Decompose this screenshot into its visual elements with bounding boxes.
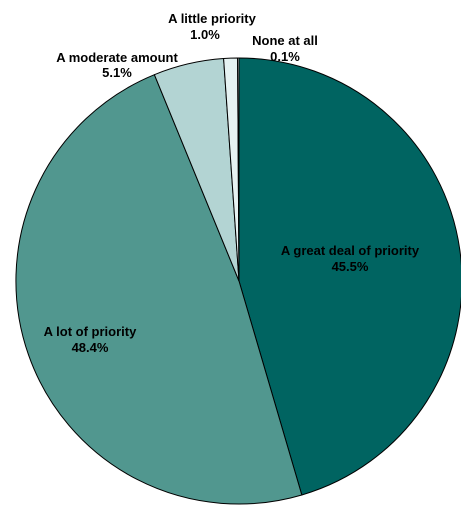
slice-value-great-deal: 45.5%	[332, 259, 369, 274]
slice-value-moderate: 5.1%	[102, 65, 132, 80]
slice-value-a-lot: 48.4%	[72, 340, 109, 355]
pie-slice-none	[237, 57, 240, 282]
slice-label-great-deal: A great deal of priority	[281, 243, 420, 258]
slice-value-none: 0.1%	[270, 49, 300, 64]
pie-slice-a-lot	[15, 74, 303, 505]
pie-slice-great-deal	[238, 57, 461, 496]
slice-label-a-lot: A lot of priority	[44, 324, 137, 339]
pie-slices	[15, 57, 461, 505]
pie-labels: A great deal of priority 45.5% A lot of …	[44, 11, 420, 355]
slice-label-none: None at all	[252, 33, 318, 48]
slice-value-little: 1.0%	[190, 27, 220, 42]
slice-label-little: A little priority	[168, 11, 256, 26]
slice-label-moderate: A moderate amount	[56, 50, 178, 65]
